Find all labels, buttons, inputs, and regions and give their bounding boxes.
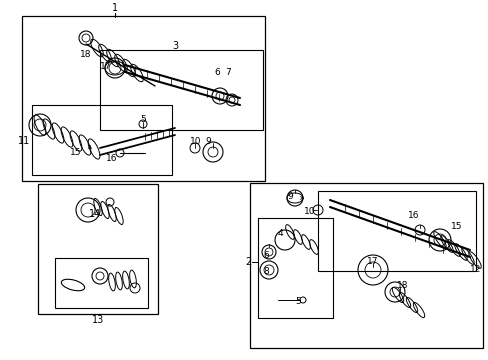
Bar [258,218,332,318]
Bar [249,183,482,348]
Text: 2: 2 [244,257,251,267]
Text: 17: 17 [100,62,112,71]
Text: 18: 18 [80,50,92,59]
Bar [55,258,148,308]
Text: 8: 8 [263,267,268,276]
Text: 10: 10 [190,136,202,145]
Text: 17: 17 [366,257,378,266]
Text: 6: 6 [214,68,220,77]
Text: 9: 9 [204,136,210,145]
Bar [38,184,158,314]
Text: 6: 6 [263,251,268,260]
Text: 9: 9 [286,192,292,201]
Text: 10: 10 [304,207,315,216]
Bar [317,191,475,271]
Bar [100,50,263,130]
Text: 15: 15 [70,148,81,157]
Text: 14: 14 [89,209,101,219]
Text: 4: 4 [277,229,282,238]
Text: 11: 11 [18,136,30,146]
Text: 15: 15 [450,221,462,230]
Text: 16: 16 [106,153,118,162]
Text: 16: 16 [407,211,419,220]
Text: 7: 7 [224,68,230,77]
Text: 5: 5 [295,297,300,306]
Text: 1: 1 [112,3,118,13]
Text: 12: 12 [469,266,481,274]
Bar [22,16,264,181]
Text: 13: 13 [92,315,104,325]
Bar [32,105,172,175]
Text: 3: 3 [172,41,178,51]
Text: 18: 18 [396,280,408,289]
Text: 5: 5 [140,114,145,123]
